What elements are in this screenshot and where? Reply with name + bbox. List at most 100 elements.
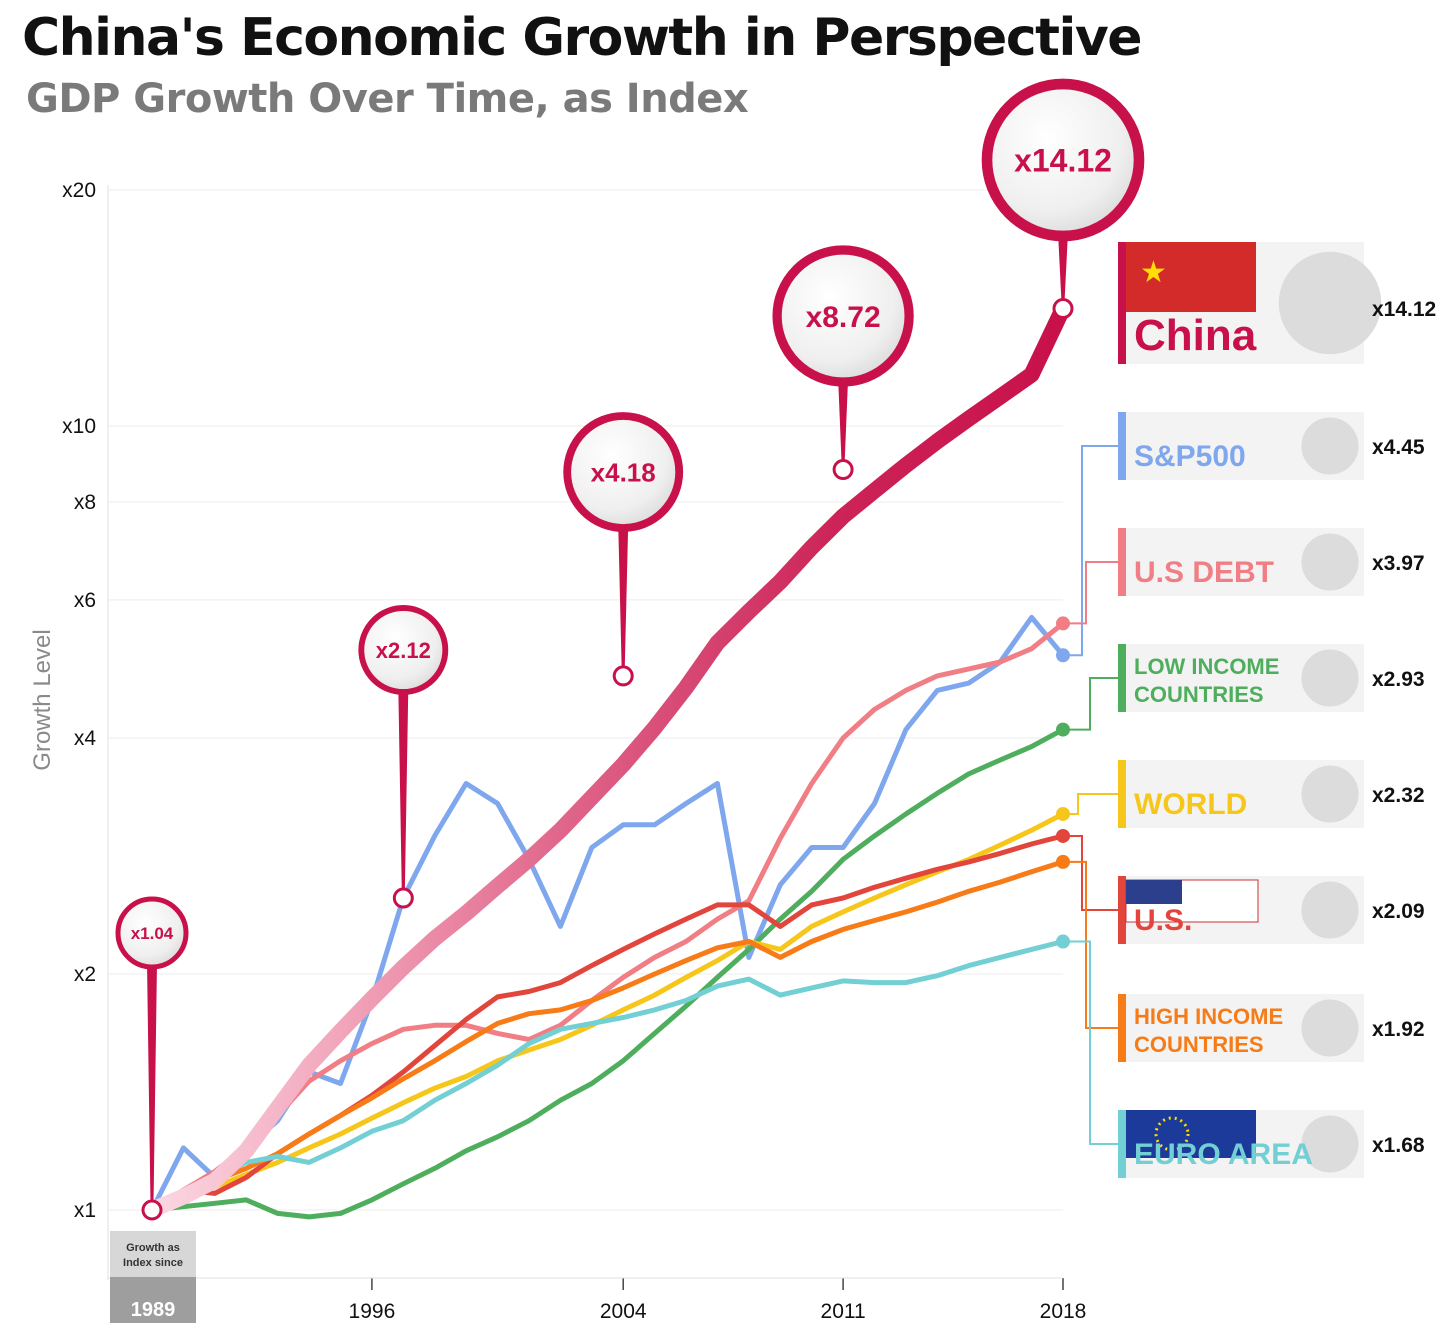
axes: x1 x2 x4 x6 x8 x10 x20 Growth Level 1996 2004 2011…	[29, 179, 1086, 1323]
legend-label: LOW INCOME	[1134, 654, 1279, 679]
callout-bubble	[772, 245, 914, 387]
grid	[108, 189, 1063, 1211]
legend-value: x1.92	[1372, 1018, 1425, 1041]
legend-value: x14.12	[1372, 298, 1436, 321]
series-line-7	[149, 939, 1066, 1213]
y-tick-label: x1	[74, 1199, 96, 1222]
y-tick-label: x20	[62, 179, 96, 202]
legend-connector	[1068, 793, 1118, 815]
legend-label: U.S.	[1134, 904, 1192, 937]
globe-icon	[1301, 999, 1359, 1057]
series-line-1	[149, 614, 1066, 1213]
series-line-3	[149, 727, 1066, 1220]
legend-connector	[1068, 834, 1118, 911]
legend-color-bar	[1118, 528, 1126, 596]
chart-subtitle: GDP Growth Over Time, as Index	[26, 76, 749, 122]
x-tick-label: 2004	[600, 1300, 647, 1323]
flag-icon	[1126, 1110, 1256, 1158]
series-line-6	[149, 859, 1066, 1213]
y-tick-label: x10	[62, 415, 96, 438]
legend-color-bar	[1118, 412, 1126, 480]
callout-point	[832, 459, 854, 481]
globe-icon	[1301, 417, 1359, 475]
callout-point	[1052, 298, 1074, 320]
star-icon: ★	[1140, 255, 1167, 290]
legend-color-bar	[1118, 1110, 1126, 1178]
legend-label: U.S DEBT	[1134, 556, 1274, 589]
start-year-label: 1989	[131, 1299, 176, 1321]
legend: ★ China x14.12 S&P500 x4.45 U.S DEBT x3.97 LOW …	[1068, 242, 1436, 1178]
callout-pin	[1058, 232, 1068, 303]
series-line-4	[149, 811, 1066, 1213]
series-line-china	[144, 300, 1071, 1218]
legend-item: S&P500 x4.45	[1068, 412, 1425, 657]
globe-icon	[1301, 533, 1359, 591]
series-end-dot	[1056, 648, 1070, 663]
start-year-box	[110, 1277, 196, 1323]
legend-item: HIGH INCOME COUNTRIES x1.92	[1068, 860, 1425, 1062]
callout-point	[612, 665, 634, 687]
callout-point	[141, 1199, 163, 1221]
legend-value: x4.45	[1372, 436, 1425, 459]
callout-label: x8.72	[806, 301, 881, 334]
globe-icon	[1301, 765, 1359, 823]
series-end-dot	[1056, 722, 1070, 737]
y-tick-label: x6	[74, 589, 96, 612]
stars-icon	[1154, 1116, 1190, 1152]
legend-connector	[1068, 445, 1118, 657]
series-end-dot	[1056, 854, 1070, 869]
series-lines	[144, 300, 1071, 1220]
globe-icon	[1301, 1115, 1359, 1173]
legend-color-bar	[1118, 994, 1126, 1062]
callout-pin	[618, 524, 629, 670]
x-tick-label: 2011	[821, 1300, 866, 1323]
legend-item: EURO AREA x1.68	[1068, 940, 1425, 1178]
legend-value: x2.32	[1372, 784, 1425, 807]
legend-label: EURO AREA	[1134, 1138, 1313, 1171]
series-end-dot	[1056, 616, 1070, 631]
y-tick-label: x8	[74, 491, 96, 514]
callout-pin	[838, 378, 849, 464]
chart-title: China's Economic Growth in Perspective	[22, 8, 1143, 68]
legend-item: U.S DEBT x3.97	[1068, 528, 1425, 625]
legend-connector	[1068, 940, 1118, 1145]
x-tick-label: 2018	[1040, 1300, 1087, 1323]
start-box-caption: Growth as	[126, 1242, 180, 1254]
series-end-dot	[1056, 934, 1070, 949]
legend-label: COUNTRIES	[1134, 682, 1264, 707]
legend-label: China	[1134, 311, 1257, 360]
y-tick-label: x2	[74, 963, 96, 986]
callout-label: x14.12	[1014, 143, 1112, 179]
callout-bubble	[563, 412, 684, 532]
legend-label: S&P500	[1134, 440, 1246, 473]
series-line-2	[149, 620, 1066, 1213]
legend-color-bar	[1118, 644, 1126, 712]
callout-bubble	[115, 896, 189, 970]
legend-item: WORLD x2.32	[1068, 760, 1425, 828]
callout-bubble	[358, 605, 449, 695]
callout-label: x4.18	[591, 457, 656, 487]
flag-canton	[1126, 880, 1182, 904]
callouts: x1.04 x2.12 x4.18 x8.72 x14.12	[115, 78, 1145, 1221]
legend-connector	[1068, 860, 1118, 1029]
y-tick-label: x4	[74, 727, 97, 750]
legend-value: x1.68	[1372, 1134, 1425, 1157]
legend-value: x2.09	[1372, 900, 1425, 923]
callout-bubble	[981, 78, 1145, 242]
legend-item: ★ China x14.12	[1118, 242, 1436, 364]
globe-icon	[1301, 881, 1359, 939]
legend-label: WORLD	[1134, 788, 1247, 821]
legend-label: HIGH INCOME	[1134, 1004, 1283, 1029]
legend-label: COUNTRIES	[1134, 1032, 1264, 1057]
legend-item: U.S. x2.09	[1068, 834, 1425, 944]
series-end-dot	[1056, 828, 1070, 843]
start-box-caption: Index since	[123, 1257, 183, 1269]
callout-label: x1.04	[131, 924, 174, 943]
globe-icon	[1301, 649, 1359, 707]
callout-point	[392, 887, 414, 909]
legend-item: LOW INCOME COUNTRIES x2.93	[1068, 644, 1425, 731]
globe-icon	[1278, 251, 1382, 355]
series-end-dot	[1056, 806, 1070, 821]
legend-color-bar	[1118, 760, 1126, 828]
